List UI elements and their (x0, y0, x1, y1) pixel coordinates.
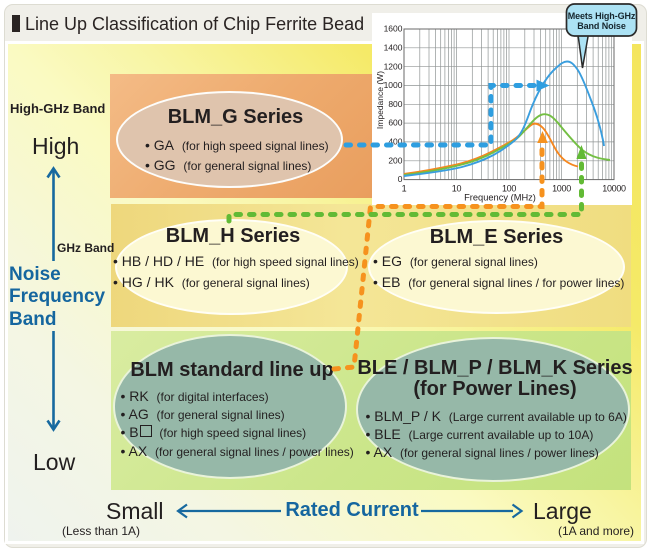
svg-text:0: 0 (398, 174, 403, 184)
svg-text:Impedance (W): Impedance (W) (375, 71, 385, 129)
svg-text:1200: 1200 (384, 61, 403, 71)
svg-text:Band Noise: Band Noise (577, 21, 626, 31)
svg-text:600: 600 (388, 118, 402, 128)
svg-text:1400: 1400 (384, 42, 403, 52)
svg-text:200: 200 (388, 155, 402, 165)
svg-text:800: 800 (388, 99, 402, 109)
svg-text:1: 1 (402, 183, 407, 193)
svg-text:100: 100 (502, 183, 516, 193)
svg-text:1000: 1000 (552, 183, 571, 193)
svg-text:400: 400 (388, 137, 402, 147)
svg-text:10: 10 (452, 183, 462, 193)
svg-text:10000: 10000 (602, 183, 626, 193)
svg-text:1600: 1600 (384, 24, 403, 34)
svg-text:Frequency (MHz): Frequency (MHz) (464, 193, 536, 203)
svg-text:Meets High-GHz: Meets High-GHz (568, 11, 636, 21)
svg-text:1000: 1000 (384, 80, 403, 90)
